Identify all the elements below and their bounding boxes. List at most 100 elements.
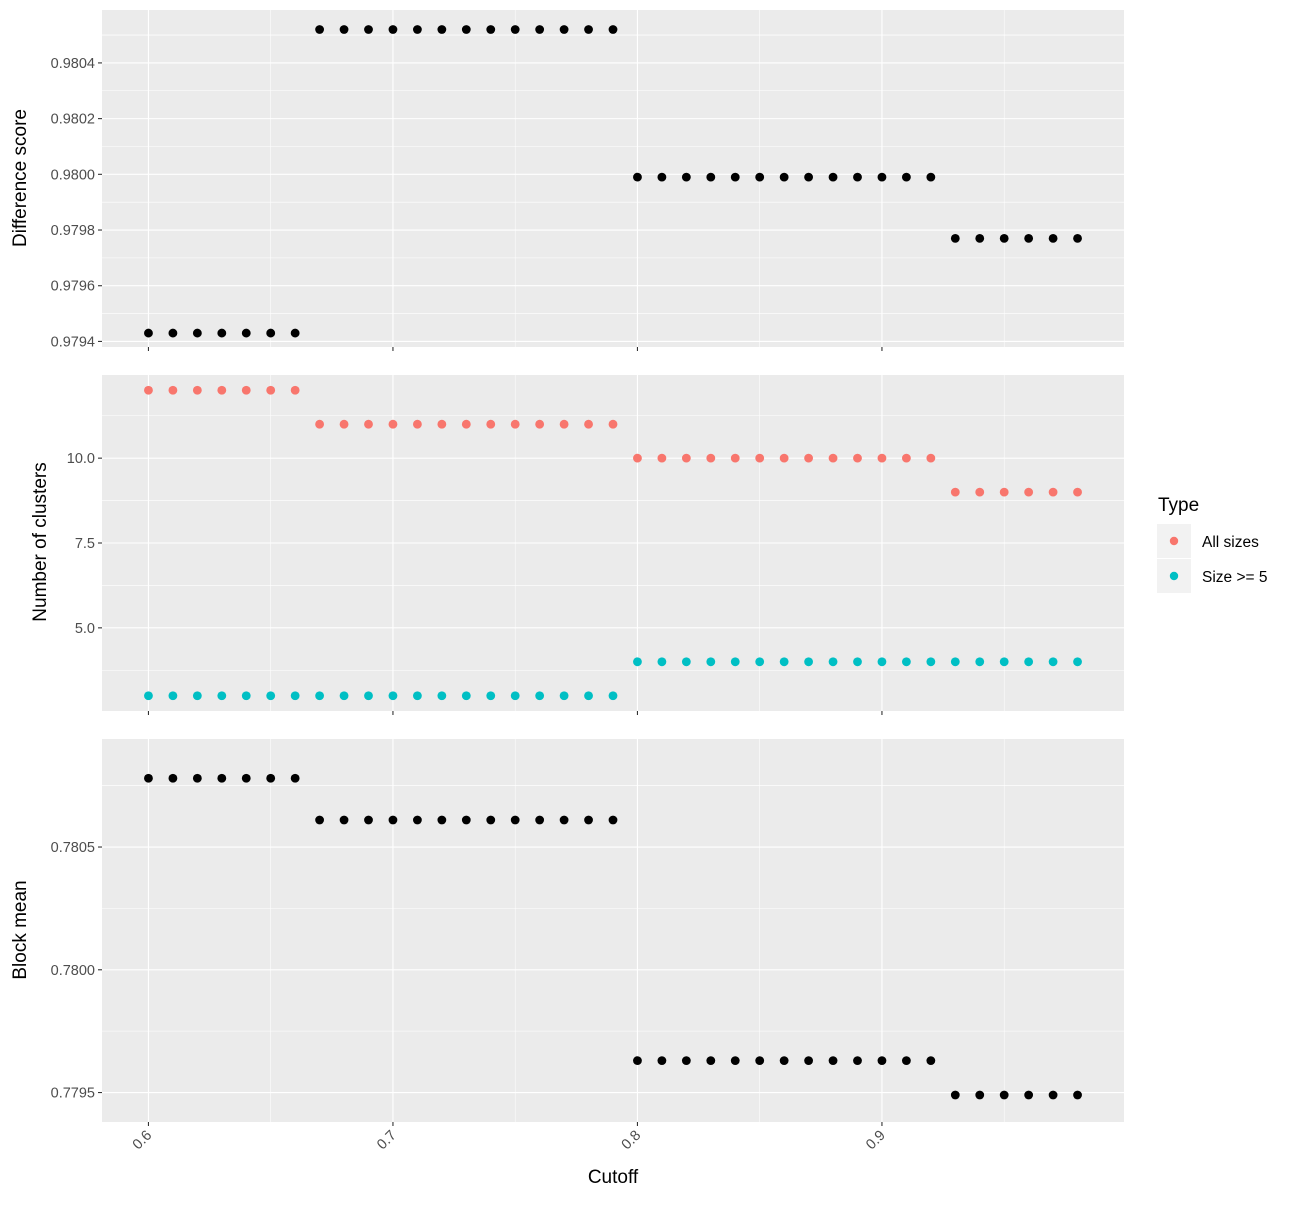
- data-point: [755, 657, 765, 667]
- data-point: [461, 25, 471, 34]
- data-point: [461, 815, 471, 825]
- y-tick-label: 7.5: [75, 536, 95, 552]
- data-point: [926, 172, 936, 182]
- data-point: [633, 657, 642, 667]
- data-point: [192, 773, 202, 783]
- data-point: [901, 1056, 911, 1066]
- data-point: [388, 25, 398, 34]
- data-point: [706, 1056, 716, 1066]
- data-point: [388, 691, 398, 701]
- y-tick-label: 0.7805: [51, 840, 95, 856]
- data-point: [877, 1056, 887, 1066]
- data-point: [779, 1056, 789, 1066]
- y-tick-label: 10.0: [67, 451, 95, 467]
- data-point: [364, 419, 373, 429]
- data-point: [1048, 233, 1058, 243]
- data-point: [608, 691, 618, 701]
- x-tick-label: 0.6: [130, 1128, 156, 1154]
- data-point: [730, 657, 740, 667]
- data-point: [144, 773, 153, 783]
- data-point: [144, 328, 153, 338]
- data-point: [779, 172, 789, 182]
- x-tick-label: 0.7: [374, 1128, 400, 1154]
- y-axis-title-block-mean: Block mean: [10, 880, 31, 979]
- data-point: [877, 172, 887, 182]
- data-point: [804, 453, 813, 463]
- data-point: [779, 453, 789, 463]
- data-point: [266, 691, 276, 701]
- data-point: [755, 453, 765, 463]
- y-tick-label: 0.9804: [51, 56, 95, 72]
- data-point: [706, 453, 716, 463]
- data-point: [926, 1056, 936, 1066]
- data-point: [1073, 1090, 1082, 1100]
- data-point: [144, 385, 153, 395]
- data-point: [266, 385, 276, 395]
- data-point: [730, 172, 740, 182]
- data-point: [168, 773, 178, 783]
- data-point: [388, 419, 398, 429]
- data-point: [461, 691, 471, 701]
- data-point: [1024, 657, 1034, 667]
- data-point: [535, 25, 545, 34]
- data-point: [755, 1056, 765, 1066]
- data-point: [681, 657, 691, 667]
- data-point: [241, 773, 251, 783]
- data-point: [241, 691, 251, 701]
- data-point: [999, 657, 1009, 667]
- data-point: [755, 172, 765, 182]
- data-point: [706, 657, 716, 667]
- data-point: [950, 657, 960, 667]
- data-point: [364, 815, 373, 825]
- data-point: [241, 385, 251, 395]
- data-point: [1073, 487, 1082, 497]
- data-point: [535, 691, 545, 701]
- data-point: [999, 487, 1009, 497]
- data-point: [510, 419, 520, 429]
- data-point: [388, 815, 398, 825]
- panel-background: [102, 739, 1124, 1122]
- data-point: [975, 233, 985, 243]
- data-point: [853, 453, 862, 463]
- chart-panels: 0.9794 0.9796 0.9798 0.9800 0.9802 0.9804 5.0 7…: [51, 10, 1124, 1153]
- data-point: [192, 328, 202, 338]
- legend-label-all-sizes: All sizes: [1202, 534, 1259, 551]
- data-point: [1024, 233, 1034, 243]
- data-point: [364, 25, 373, 34]
- data-point: [608, 419, 618, 429]
- y-tick-label: 0.7795: [51, 1086, 95, 1102]
- data-point: [877, 453, 887, 463]
- data-point: [926, 453, 936, 463]
- data-point: [1073, 657, 1082, 667]
- data-point: [584, 815, 593, 825]
- data-point: [290, 773, 300, 783]
- data-point: [901, 657, 911, 667]
- data-point: [1073, 233, 1082, 243]
- data-point: [217, 691, 227, 701]
- data-point: [486, 691, 496, 701]
- data-point: [168, 691, 178, 701]
- data-point: [804, 172, 813, 182]
- data-point: [657, 172, 667, 182]
- data-point: [339, 815, 349, 825]
- data-point: [1048, 1090, 1058, 1100]
- data-point: [461, 419, 471, 429]
- data-point: [706, 172, 716, 182]
- data-point: [681, 1056, 691, 1066]
- data-point: [975, 1090, 985, 1100]
- data-point: [608, 815, 618, 825]
- data-point: [315, 419, 325, 429]
- data-point: [584, 419, 593, 429]
- data-point: [266, 328, 276, 338]
- data-point: [584, 25, 593, 34]
- y-tick-label: 0.9798: [51, 223, 95, 239]
- data-point: [486, 25, 496, 34]
- data-point: [437, 25, 447, 34]
- data-point: [437, 691, 447, 701]
- data-point: [1024, 487, 1034, 497]
- data-point: [633, 1056, 642, 1066]
- data-point: [339, 691, 349, 701]
- legend-title: Type: [1158, 495, 1199, 516]
- data-point: [168, 385, 178, 395]
